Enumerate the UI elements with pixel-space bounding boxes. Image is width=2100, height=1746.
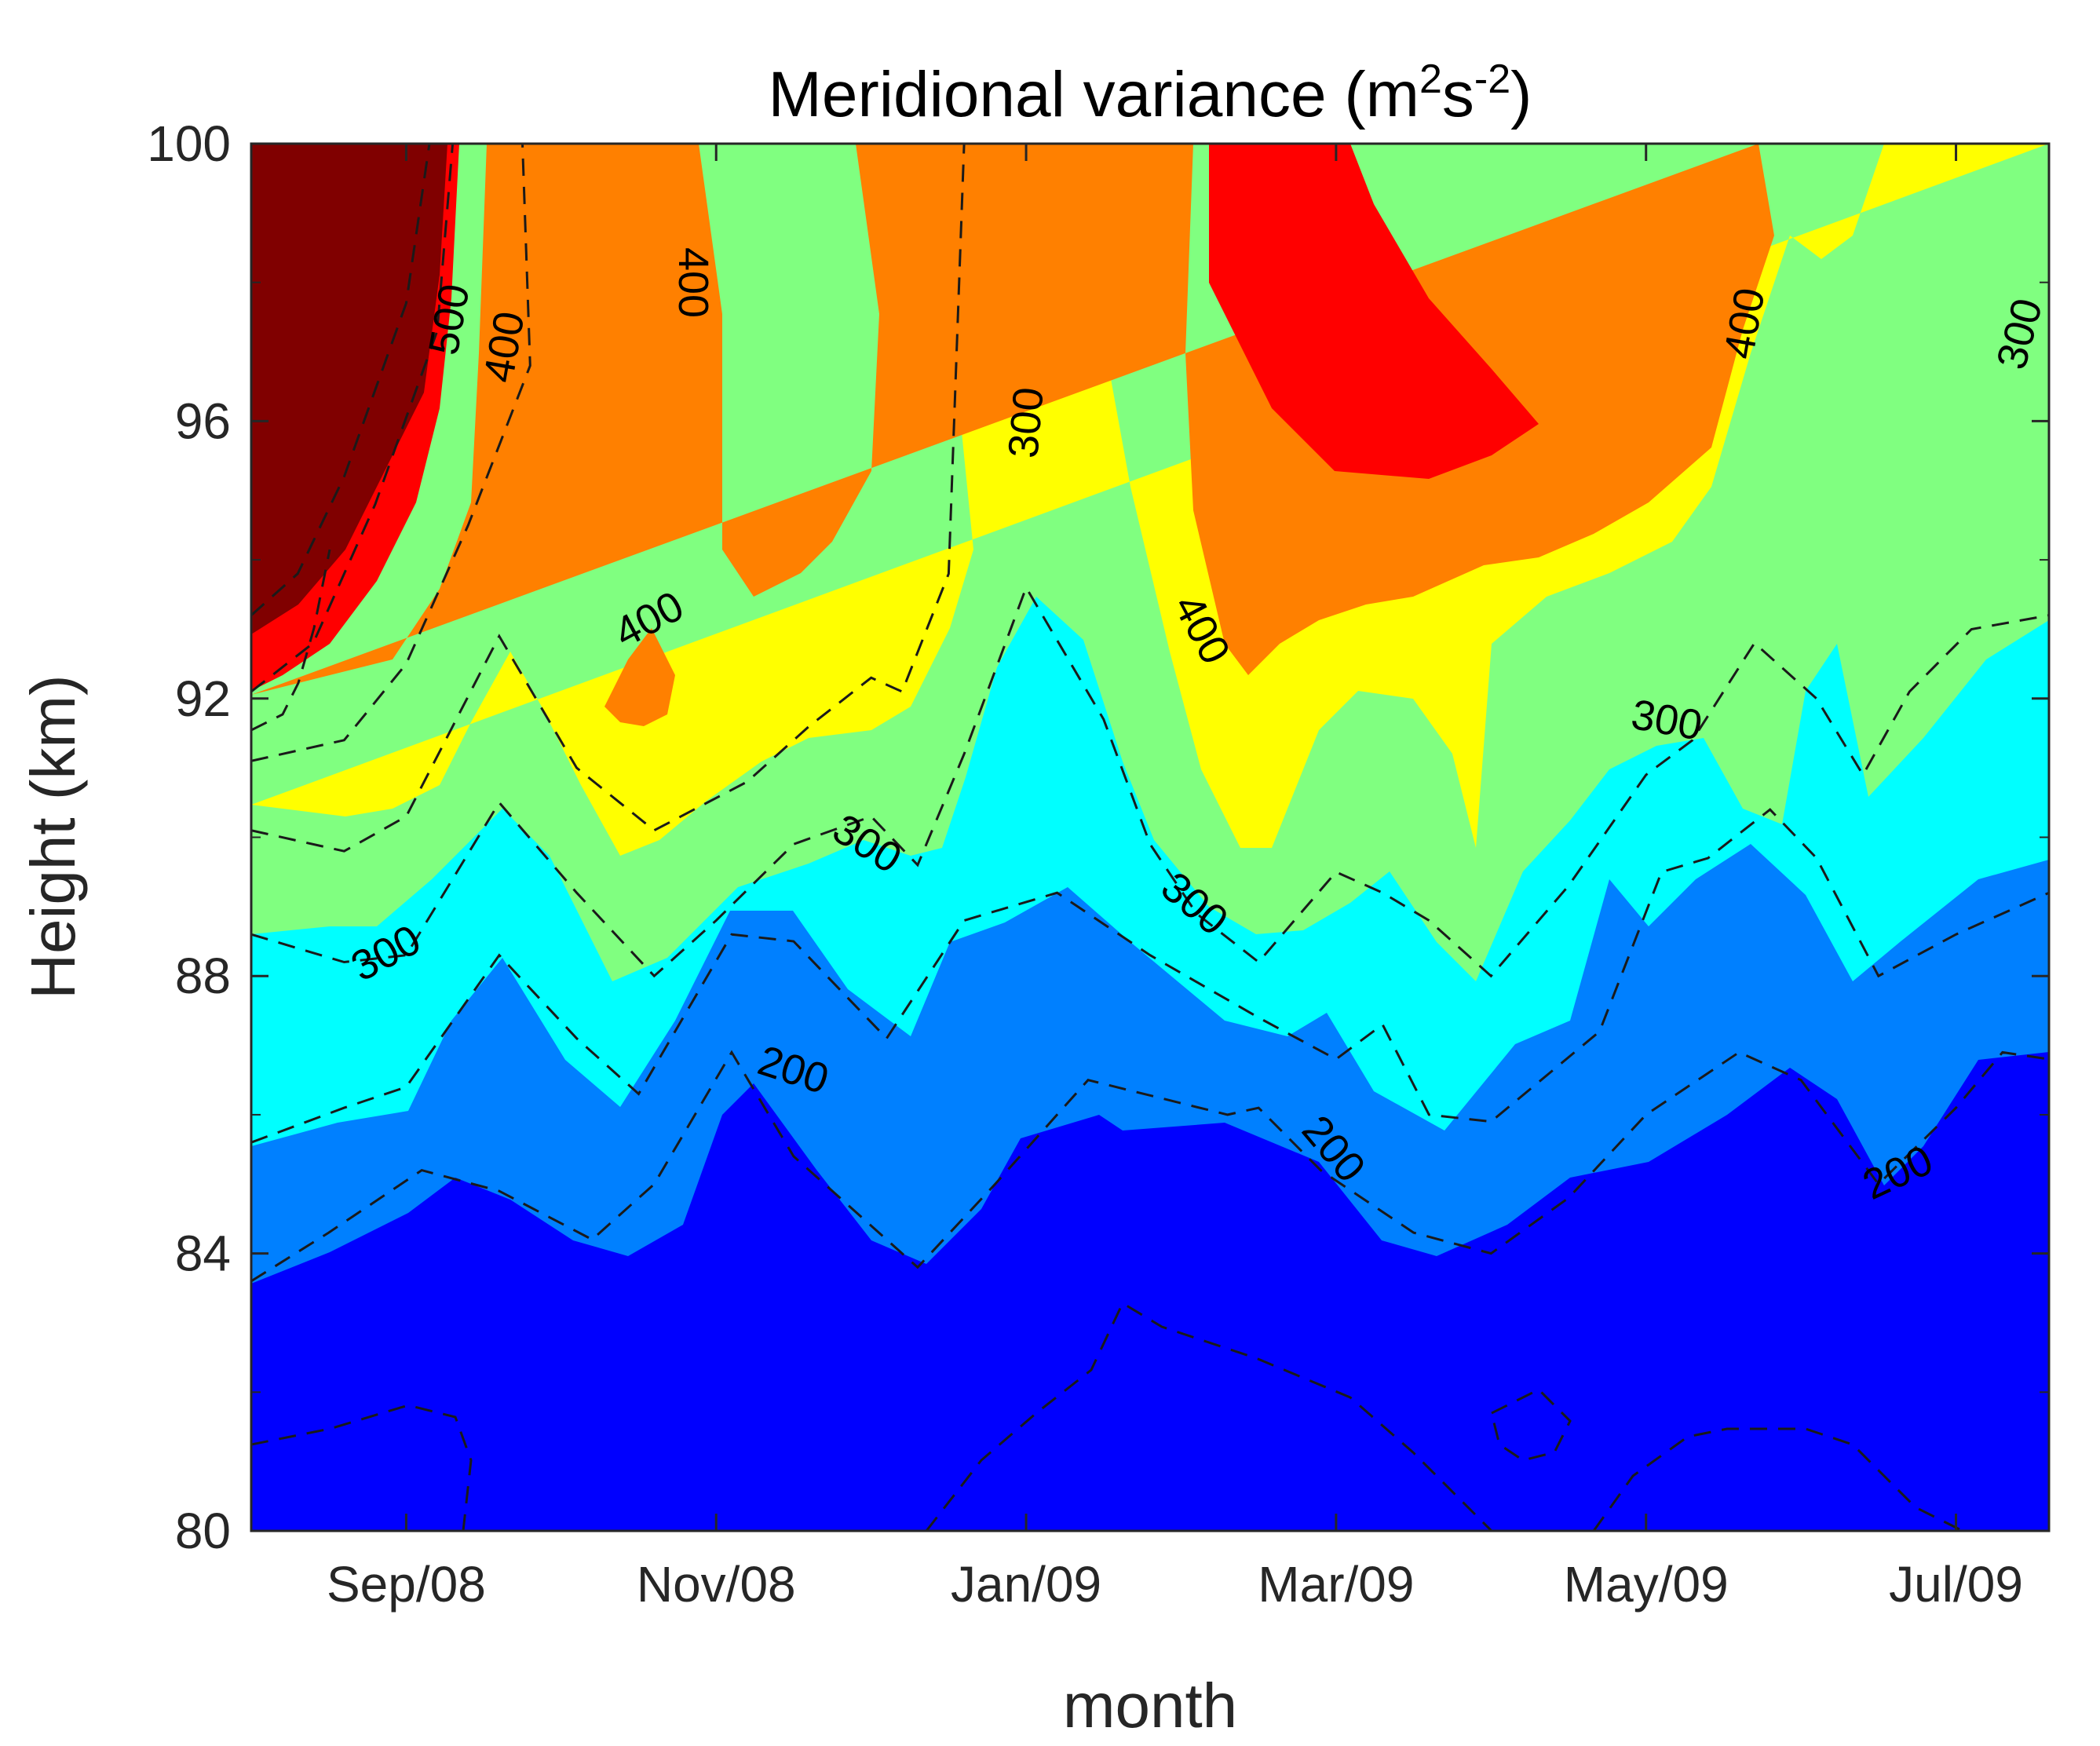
- contour-label: 300: [999, 385, 1053, 460]
- x-tick-label: Mar/09: [1258, 1556, 1414, 1613]
- y-tick-label: 100: [147, 115, 231, 172]
- contour-line-minor: [251, 549, 331, 732]
- contour-label: 400: [670, 247, 717, 318]
- y-tick-label: 88: [175, 948, 231, 1004]
- contour-line-200: [251, 1050, 2049, 1283]
- contour-line-450: [251, 144, 455, 693]
- y-tick-label: 92: [175, 670, 231, 727]
- x-tick-label: Nov/08: [637, 1556, 796, 1613]
- x-axis-ticks: Sep/08 Nov/08 Jan/09 Mar/09 May/09 Jul/09: [327, 144, 2023, 1613]
- contour-line-350: [251, 144, 966, 853]
- chart-title: Meridional variance (m2s-2): [769, 57, 1532, 130]
- y-axis-title: Height (km): [18, 674, 88, 999]
- contour-line-500: [251, 144, 431, 616]
- x-tick-label: Jul/09: [1889, 1556, 2023, 1613]
- y-tick-label: 84: [175, 1225, 231, 1282]
- contour-line-250: [251, 808, 2049, 1144]
- y-tick-label: 80: [175, 1503, 231, 1559]
- y-tick-label: 96: [175, 393, 231, 449]
- x-axis-title: month: [1063, 1671, 1237, 1741]
- region-level-500-plus: [251, 144, 447, 634]
- region-level-450-500: [251, 144, 1539, 691]
- contour-line-minor: [251, 1404, 473, 1531]
- contour-lines: [251, 144, 2049, 1531]
- contour-line-400: [251, 144, 531, 762]
- contour-line-minor: [1592, 1427, 1963, 1531]
- y-axis-ticks: 80 84 88 92 96 100: [147, 115, 2049, 1559]
- x-tick-label: May/09: [1564, 1556, 1729, 1613]
- contour-line-minor: [925, 1301, 1493, 1531]
- plot-area: 80 84 88 92 96 100 Sep/08 Nov/08 Jan/09 Mar/09 Ma…: [147, 115, 2051, 1613]
- x-tick-label: Sep/08: [327, 1556, 486, 1613]
- x-tick-label: Jan/09: [951, 1556, 1101, 1613]
- filled-contour-regions: [251, 144, 2049, 1531]
